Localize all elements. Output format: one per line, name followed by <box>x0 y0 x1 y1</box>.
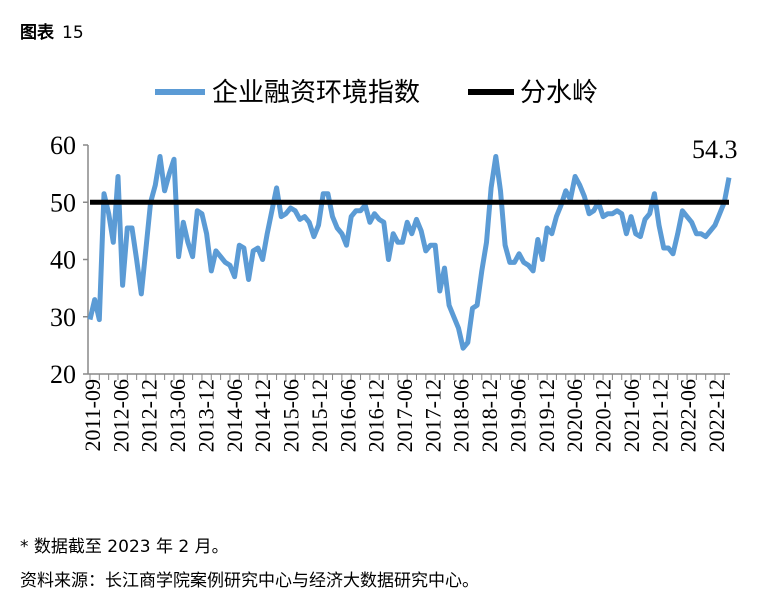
legend: 企业融资环境指数 分水岭 <box>155 78 598 108</box>
x-tick-label: 2022-06 <box>676 379 701 452</box>
x-tick-label: 2015-06 <box>279 379 304 452</box>
y-tick-label: 40 <box>50 246 76 275</box>
x-tick-label: 2022-12 <box>704 379 729 452</box>
x-tick-label: 2019-06 <box>505 379 530 452</box>
legend-label-index: 企业融资环境指数 <box>212 78 420 108</box>
source-note: 资料来源：长江商学院案例研究中心与经济大数据研究中心。 <box>20 571 479 591</box>
x-tick-label: 2014-06 <box>222 379 247 452</box>
x-tick-label: 2018-06 <box>449 379 474 452</box>
y-tick-label: 50 <box>50 188 76 217</box>
series-line-financing-index <box>87 154 732 351</box>
x-tick-label: 2021-06 <box>619 379 644 452</box>
y-tick-label: 60 <box>50 131 76 160</box>
x-tick-label: 2016-12 <box>364 379 389 452</box>
figure-title: 图表 15 <box>20 18 84 43</box>
x-tick-label: 2017-06 <box>392 379 417 452</box>
x-tick-label: 2020-06 <box>562 379 587 452</box>
x-tick-label: 2017-12 <box>420 379 445 452</box>
x-tick-label: 2019-12 <box>534 379 559 452</box>
y-tick-label: 30 <box>50 303 76 332</box>
x-tick-label: 2016-06 <box>335 379 360 452</box>
x-tick-label: 2013-06 <box>165 379 190 452</box>
legend-label-watershed: 分水岭 <box>520 78 598 108</box>
x-tick-label: 2013-12 <box>193 379 218 452</box>
x-tick-label: 2021-12 <box>647 379 672 452</box>
figure-number: 15 <box>62 23 84 43</box>
footnote: * 数据截至 2023 年 2 月。 <box>20 537 229 557</box>
x-tick-label: 2014-12 <box>250 379 275 452</box>
x-tick-label: 2012-06 <box>108 379 133 452</box>
figure-label: 图表 <box>20 23 54 43</box>
x-tick-label: 2012-12 <box>137 379 162 452</box>
x-tick-label: 2015-12 <box>307 379 332 452</box>
last-value-annotation: 54.3 <box>692 135 738 164</box>
x-tick-label: 2018-12 <box>477 379 502 452</box>
x-tick-label: 2011-09 <box>80 379 105 452</box>
y-tick-label: 20 <box>50 360 76 389</box>
x-tick-label: 2020-12 <box>591 379 616 452</box>
